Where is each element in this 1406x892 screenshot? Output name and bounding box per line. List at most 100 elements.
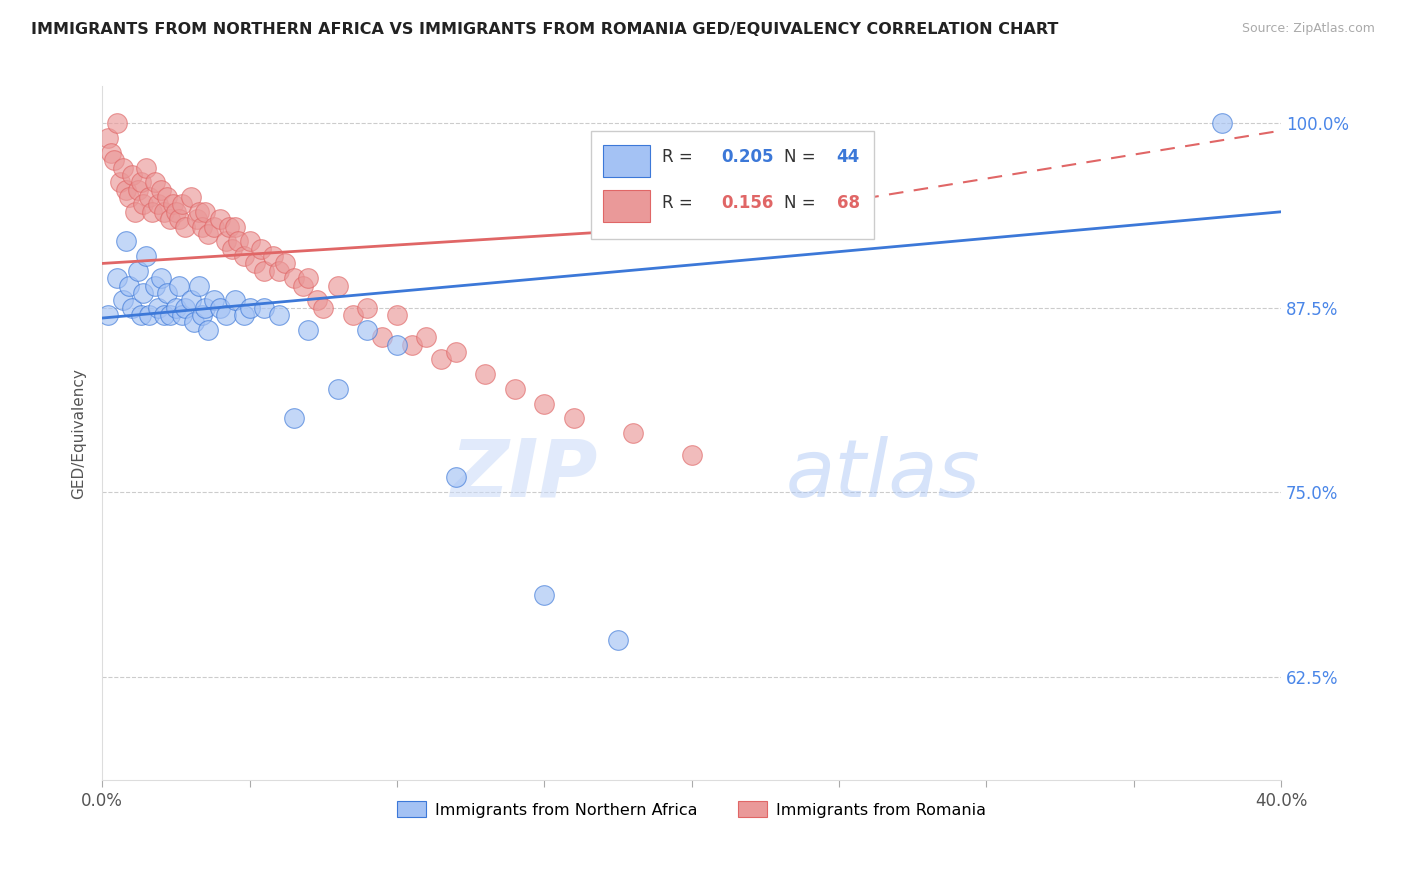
Point bbox=[215, 308, 238, 322]
Point bbox=[135, 249, 157, 263]
Point bbox=[224, 219, 246, 234]
Point bbox=[238, 235, 260, 249]
Point bbox=[165, 204, 187, 219]
Point bbox=[105, 271, 128, 285]
Text: 68: 68 bbox=[837, 194, 859, 212]
Point bbox=[180, 190, 202, 204]
Point bbox=[188, 204, 211, 219]
Point bbox=[156, 190, 179, 204]
Point bbox=[209, 212, 232, 227]
Point bbox=[156, 285, 179, 300]
Y-axis label: GED/Equivalency: GED/Equivalency bbox=[72, 368, 86, 499]
Point bbox=[232, 249, 254, 263]
Point bbox=[180, 293, 202, 308]
Point bbox=[114, 235, 136, 249]
Point bbox=[153, 204, 176, 219]
Point bbox=[250, 242, 273, 256]
Point bbox=[283, 411, 305, 425]
Text: IMMIGRANTS FROM NORTHERN AFRICA VS IMMIGRANTS FROM ROMANIA GED/EQUIVALENCY CORRE: IMMIGRANTS FROM NORTHERN AFRICA VS IMMIG… bbox=[31, 22, 1059, 37]
Point bbox=[215, 235, 238, 249]
Point bbox=[132, 285, 155, 300]
Point bbox=[297, 323, 319, 337]
Point bbox=[221, 242, 243, 256]
Point bbox=[100, 145, 122, 160]
Point bbox=[415, 330, 437, 344]
Point bbox=[267, 308, 290, 322]
Point bbox=[121, 168, 143, 182]
Point bbox=[111, 161, 134, 175]
Point bbox=[533, 397, 555, 411]
Point bbox=[173, 219, 195, 234]
Point bbox=[143, 278, 166, 293]
Point bbox=[297, 271, 319, 285]
Point bbox=[170, 308, 193, 322]
Point bbox=[238, 301, 260, 315]
Point bbox=[444, 470, 467, 484]
Point bbox=[202, 219, 225, 234]
Point bbox=[430, 352, 453, 367]
Point bbox=[342, 308, 364, 322]
Point bbox=[356, 323, 378, 337]
Point bbox=[114, 183, 136, 197]
Point bbox=[97, 308, 120, 322]
Point bbox=[474, 367, 496, 381]
Point bbox=[165, 301, 187, 315]
Point bbox=[194, 301, 217, 315]
Point bbox=[173, 301, 195, 315]
Point bbox=[218, 219, 240, 234]
Point bbox=[148, 197, 170, 211]
Point bbox=[129, 175, 152, 189]
Point bbox=[291, 278, 314, 293]
Point bbox=[111, 293, 134, 308]
Point bbox=[124, 204, 146, 219]
Point bbox=[186, 212, 208, 227]
Text: 44: 44 bbox=[837, 148, 860, 166]
Point bbox=[533, 589, 555, 603]
Point bbox=[274, 256, 297, 270]
Point bbox=[129, 308, 152, 322]
Point bbox=[97, 131, 120, 145]
Point bbox=[150, 183, 173, 197]
Point bbox=[267, 264, 290, 278]
Point bbox=[135, 161, 157, 175]
Point bbox=[108, 175, 131, 189]
Point bbox=[153, 308, 176, 322]
Point bbox=[162, 197, 184, 211]
Point bbox=[127, 183, 149, 197]
Point bbox=[105, 116, 128, 130]
Point bbox=[197, 227, 219, 241]
Point bbox=[209, 301, 232, 315]
Point bbox=[132, 197, 155, 211]
Point bbox=[202, 293, 225, 308]
Point bbox=[138, 190, 160, 204]
Point bbox=[385, 337, 408, 351]
Point bbox=[621, 426, 644, 441]
Point bbox=[283, 271, 305, 285]
Point bbox=[371, 330, 394, 344]
Text: atlas: atlas bbox=[786, 436, 980, 514]
Point bbox=[326, 382, 349, 396]
Text: ZIP: ZIP bbox=[450, 436, 598, 514]
Point bbox=[1211, 116, 1233, 130]
Point bbox=[191, 308, 214, 322]
Point bbox=[401, 337, 423, 351]
Text: N =: N = bbox=[783, 194, 821, 212]
Point bbox=[385, 308, 408, 322]
Point bbox=[159, 212, 181, 227]
FancyBboxPatch shape bbox=[603, 190, 651, 221]
Text: R =: R = bbox=[662, 194, 699, 212]
Point bbox=[127, 264, 149, 278]
Point bbox=[226, 235, 249, 249]
Text: 0.156: 0.156 bbox=[721, 194, 773, 212]
Point bbox=[170, 197, 193, 211]
Point bbox=[191, 219, 214, 234]
Point bbox=[103, 153, 125, 168]
Point bbox=[159, 308, 181, 322]
Point bbox=[681, 448, 703, 462]
Point bbox=[307, 293, 329, 308]
Point bbox=[503, 382, 526, 396]
Point bbox=[141, 204, 163, 219]
Point bbox=[167, 212, 190, 227]
Point bbox=[444, 345, 467, 359]
Point bbox=[121, 301, 143, 315]
